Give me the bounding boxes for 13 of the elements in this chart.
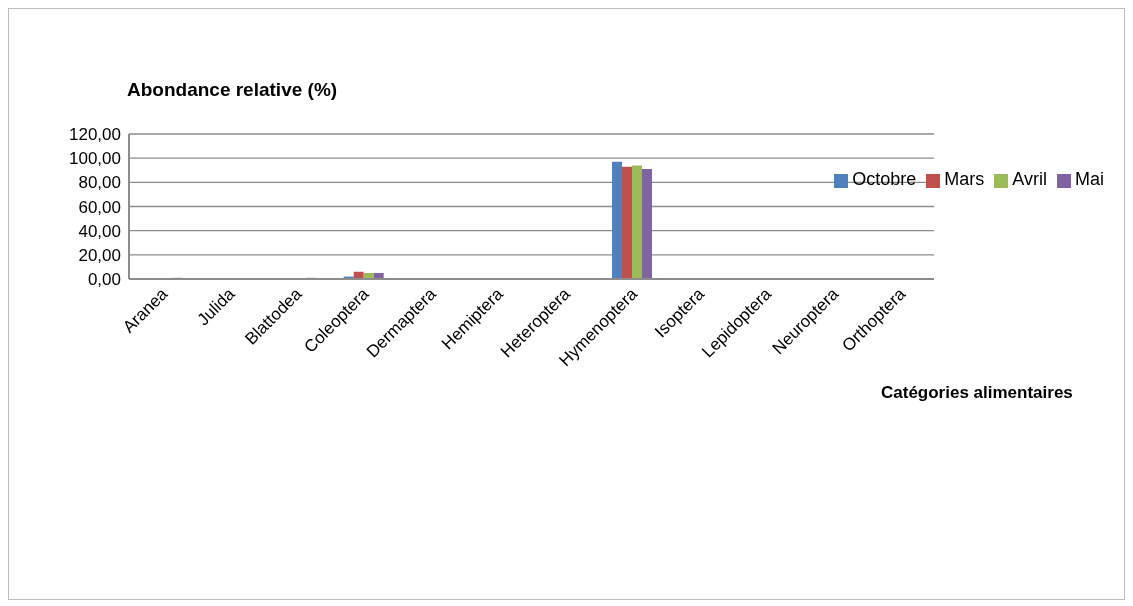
y-tick-label: 60,00 [78,197,121,217]
y-tick-label: 0,00 [87,270,121,290]
y-tick-label: 100,00 [69,149,121,169]
legend-label: Mai [1074,169,1104,189]
legend-label: Mars [944,169,985,189]
y-tick-label: 20,00 [78,245,121,265]
y-tick-label: 40,00 [78,221,121,241]
legend-label: Avril [1012,169,1047,189]
y-axis-title: Abondance relative (%) [127,79,338,101]
x-axis-title: Catégories alimentaires [881,383,1073,403]
y-tick-label: 120,00 [69,125,121,145]
legend-label: Octobre [852,169,917,189]
y-tick-label: 80,00 [78,173,121,193]
